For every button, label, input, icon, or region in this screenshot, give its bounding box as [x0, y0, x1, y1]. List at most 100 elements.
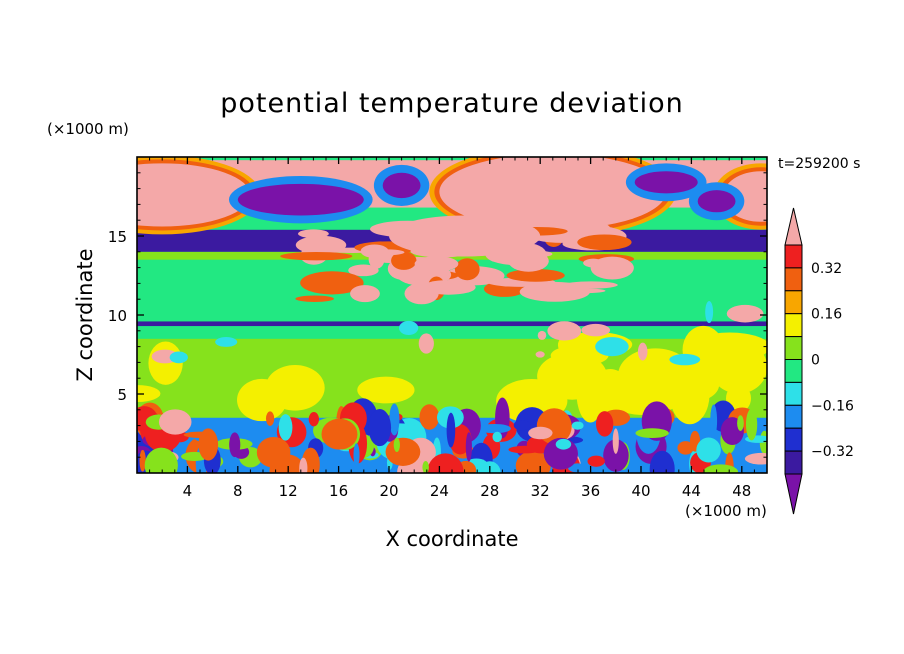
field-blob — [677, 441, 694, 455]
field-blob — [139, 449, 146, 472]
time-label: t=259200 s — [778, 156, 860, 172]
field-blob — [308, 411, 319, 427]
field-blob — [137, 385, 161, 402]
field-blob — [555, 438, 572, 450]
field-blob — [295, 295, 334, 302]
y-axis-label: Z coordinate — [73, 248, 97, 381]
field-blob — [703, 464, 739, 473]
colorbar: 0.32 0.16 0 −0.16 −0.32 — [784, 207, 854, 515]
field-blob — [391, 251, 417, 270]
field-blob — [478, 423, 511, 434]
colorbar-label: 0 — [811, 353, 820, 369]
field-blob — [508, 250, 549, 272]
field-blob — [513, 420, 531, 431]
field-blob — [418, 333, 434, 354]
field-blob — [229, 432, 241, 458]
field-blob — [300, 271, 364, 295]
chart-title: potential temperature deviation — [220, 88, 683, 119]
colorbar-box — [784, 450, 803, 475]
field-blob — [745, 408, 758, 441]
x-tick-label: 24 — [430, 482, 449, 500]
field-blob — [568, 463, 587, 473]
field-blob — [744, 452, 767, 465]
y-tick-label: 5 — [117, 386, 127, 404]
field-blob — [726, 304, 764, 323]
field-blob — [595, 337, 629, 357]
colorbar-box — [784, 381, 803, 406]
field-blob — [419, 404, 440, 430]
colorbar-label: 0.32 — [811, 261, 842, 277]
field-blob — [414, 256, 459, 272]
colorbar-box — [784, 290, 803, 315]
field-blob — [237, 378, 287, 422]
field-blob — [492, 431, 502, 443]
field-blob — [321, 418, 358, 450]
field-blob — [158, 409, 192, 435]
field-blob — [368, 408, 392, 447]
field-blob — [278, 414, 293, 441]
x-tick-label: 4 — [183, 482, 193, 500]
y-axis-ticks: 5 10 15 — [108, 172, 767, 458]
x-tick-label: 20 — [379, 482, 398, 500]
field-blob — [454, 258, 480, 281]
field-blob — [256, 437, 291, 468]
field-blob — [696, 437, 721, 463]
field-blob — [537, 330, 547, 340]
field-blob — [519, 281, 591, 302]
field-blob — [215, 337, 238, 347]
colorbar-box — [784, 336, 803, 361]
field-blob — [295, 235, 347, 255]
x-tick-label: 40 — [631, 482, 650, 500]
field-blob — [144, 447, 178, 473]
field-blob — [465, 432, 472, 462]
field-blob — [635, 428, 669, 438]
colorbar-box — [784, 359, 803, 383]
field-blob — [705, 301, 714, 324]
field-blob — [404, 282, 439, 305]
heatmap-blobs — [137, 157, 767, 473]
field-blob — [528, 426, 553, 440]
colorbar-box — [784, 244, 803, 269]
field-blob — [576, 361, 605, 423]
y-axis-unit: (×1000 m) — [47, 120, 129, 138]
field-blob — [427, 453, 464, 473]
field-blob — [506, 269, 565, 282]
field-blob — [399, 320, 419, 336]
field-blob — [515, 450, 551, 473]
x-tick-label: 28 — [480, 482, 499, 500]
field-blob — [612, 428, 619, 454]
colorbar-box — [784, 267, 803, 292]
x-axis-label: X coordinate — [385, 527, 518, 551]
field-cold-core — [697, 190, 736, 213]
x-axis-unit: (×1000 m) — [685, 502, 767, 520]
field-blob — [265, 411, 275, 426]
field-blob — [603, 439, 629, 472]
colorbar-label: −0.32 — [811, 444, 854, 460]
field-cold-core — [634, 171, 698, 194]
heatmap-field — [137, 157, 767, 473]
field-blob — [710, 404, 718, 438]
field-blob — [446, 412, 456, 448]
field-blob — [183, 431, 216, 438]
x-tick-label: 16 — [329, 482, 348, 500]
field-blob — [353, 443, 360, 467]
colorbar-label: 0.16 — [811, 307, 842, 323]
field-arc — [439, 157, 667, 230]
field-blob — [393, 437, 400, 453]
field-blob — [508, 445, 542, 454]
colorbar-box — [784, 313, 803, 338]
field-blob — [535, 351, 545, 358]
field-blob — [669, 353, 701, 366]
y-tick-label: 15 — [108, 228, 127, 246]
x-tick-label: 36 — [581, 482, 600, 500]
colorbar-box — [784, 427, 803, 452]
colorbar-box — [784, 404, 803, 429]
x-axis-ticks: 4 8 12 16 20 24 28 32 36 40 44 48 — [149, 157, 755, 500]
field-cold-core — [237, 183, 364, 216]
field-blob — [649, 450, 675, 473]
field-blob — [571, 421, 584, 430]
field-cold-core — [382, 172, 421, 199]
field-blob — [169, 351, 188, 364]
field-blob — [581, 323, 611, 337]
field-blob — [737, 415, 744, 431]
